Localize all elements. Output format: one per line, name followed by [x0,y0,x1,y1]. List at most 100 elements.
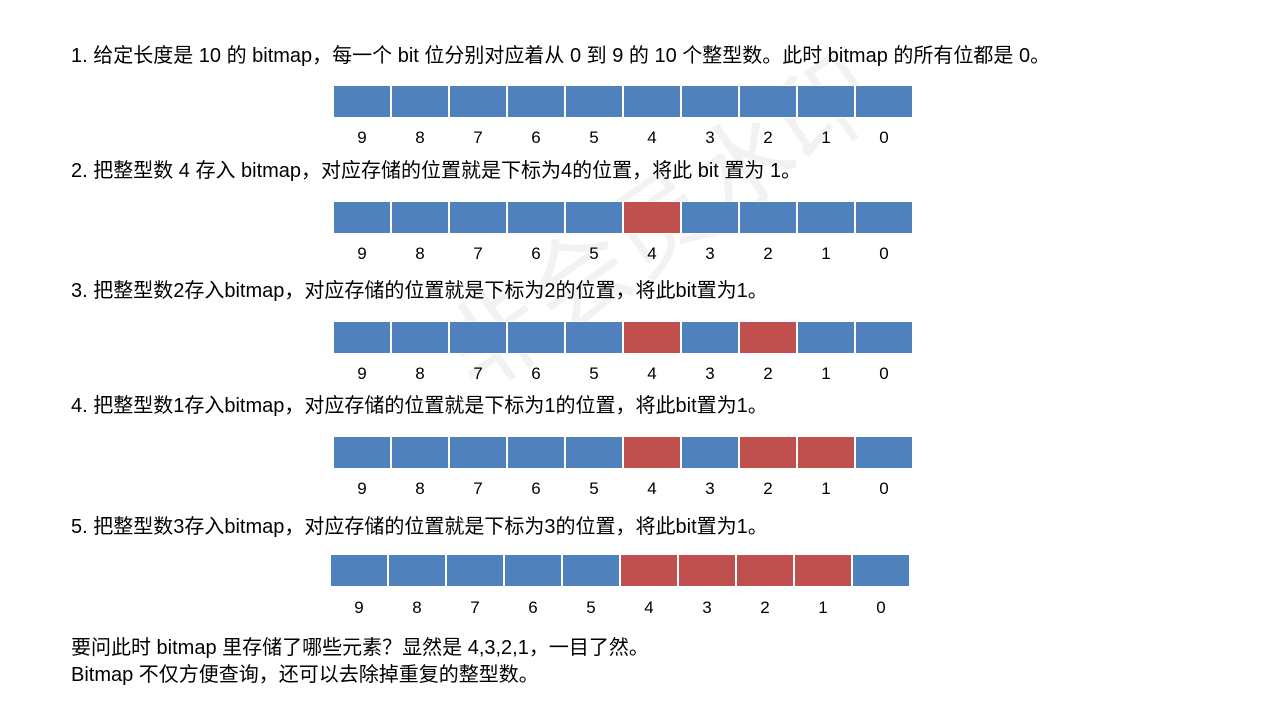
step-3-text: 3. 把整型数2存入bitmap，对应存储的位置就是下标为2的位置，将此bit置… [71,280,768,302]
bit-index-label: 2 [763,479,773,498]
bit-cell-2-set [739,436,797,469]
bit-cell-3-unset [681,85,739,118]
bit-index-label: 4 [644,598,654,617]
bit-index-label: 2 [763,128,773,147]
bit-index-label: 3 [705,128,715,147]
bit-cell-6-unset [504,554,562,587]
bit-index-label: 1 [821,128,831,147]
bit-index-label: 8 [415,128,425,147]
bit-cell-9-unset [333,201,391,234]
bit-index-label: 6 [531,364,541,383]
step-2-bitmap [333,201,913,234]
bit-cell-8-unset [391,201,449,234]
step-1-bitmap [333,85,913,118]
bit-cell-2-unset [739,85,797,118]
bit-index-label: 5 [589,244,599,263]
bit-cell-5-unset [565,85,623,118]
bit-index-label: 5 [589,364,599,383]
bit-index-label: 2 [760,598,770,617]
bit-cell-0-unset [852,554,910,587]
bit-cell-6-unset [507,436,565,469]
bit-index-label: 6 [531,479,541,498]
bit-cell-3-set [678,554,736,587]
bit-index-label: 0 [879,479,889,498]
bit-cell-3-unset [681,436,739,469]
bit-cell-6-unset [507,201,565,234]
bit-index-label: 8 [412,598,422,617]
bit-cell-1-set [794,554,852,587]
bit-index-label: 6 [531,128,541,147]
bit-cell-4-set [623,201,681,234]
bit-cell-7-unset [449,85,507,118]
bit-index-label: 9 [357,364,367,383]
bit-cell-5-unset [562,554,620,587]
bit-cell-3-unset [681,201,739,234]
bit-index-label: 0 [876,598,886,617]
bit-cell-8-unset [388,554,446,587]
bit-index-label: 7 [473,128,483,147]
bit-index-label: 1 [821,364,831,383]
step-5-text: 5. 把整型数3存入bitmap，对应存储的位置就是下标为3的位置，将此bit置… [71,516,768,538]
bit-index-label: 0 [879,364,889,383]
bit-cell-0-unset [855,85,913,118]
bit-index-label: 0 [879,244,889,263]
bit-index-label: 3 [702,598,712,617]
bit-index-label: 1 [821,479,831,498]
bit-cell-5-unset [565,201,623,234]
bit-index-label: 8 [415,364,425,383]
bit-index-label: 5 [586,598,596,617]
step-4-text: 4. 把整型数1存入bitmap，对应存储的位置就是下标为1的位置，将此bit置… [71,395,768,417]
bit-index-label: 3 [705,244,715,263]
bit-index-label: 7 [473,479,483,498]
bit-cell-2-set [736,554,794,587]
step-5-bitmap [330,554,910,587]
bit-index-label: 7 [473,244,483,263]
bit-cell-7-unset [449,321,507,354]
step-1-index-labels: 9 8 7 6 5 4 3 2 1 0 [333,128,913,148]
step-3-bitmap [333,321,913,354]
bit-cell-6-unset [507,321,565,354]
bit-index-label: 9 [354,598,364,617]
bit-cell-4-set [620,554,678,587]
bit-index-label: 7 [473,364,483,383]
bit-index-label: 8 [415,479,425,498]
bit-index-label: 2 [763,364,773,383]
bit-index-label: 5 [589,479,599,498]
bit-index-label: 6 [531,244,541,263]
bit-cell-9-unset [333,436,391,469]
bit-cell-1-unset [797,85,855,118]
bit-cell-9-unset [333,85,391,118]
step-4-index-labels: 9 8 7 6 5 4 3 2 1 0 [333,479,913,499]
step-4-bitmap [333,436,913,469]
step-2-index-labels: 9 8 7 6 5 4 3 2 1 0 [333,244,913,264]
bit-cell-3-unset [681,321,739,354]
bit-cell-0-unset [855,436,913,469]
bit-index-label: 6 [528,598,538,617]
step-3-index-labels: 9 8 7 6 5 4 3 2 1 0 [333,364,913,384]
bit-cell-1-set [797,436,855,469]
bit-cell-5-unset [565,436,623,469]
bit-cell-8-unset [391,85,449,118]
bit-index-label: 4 [647,244,657,263]
bit-cell-6-unset [507,85,565,118]
bit-cell-5-unset [565,321,623,354]
bit-index-label: 0 [879,128,889,147]
bit-cell-7-unset [449,201,507,234]
bit-index-label: 3 [705,364,715,383]
bit-cell-8-unset [391,436,449,469]
bit-cell-8-unset [391,321,449,354]
bit-index-label: 9 [357,244,367,263]
bit-cell-1-unset [797,321,855,354]
bit-index-label: 4 [647,128,657,147]
bit-index-label: 9 [357,479,367,498]
bit-index-label: 4 [647,479,657,498]
bit-index-label: 8 [415,244,425,263]
bit-cell-4-set [623,436,681,469]
bit-cell-2-set [739,321,797,354]
bit-cell-9-unset [330,554,388,587]
step-5-index-labels: 9 8 7 6 5 4 3 2 1 0 [330,598,910,618]
bit-cell-9-unset [333,321,391,354]
bit-cell-4-unset [623,85,681,118]
bit-index-label: 5 [589,128,599,147]
step-1-text: 1. 给定长度是 10 的 bitmap，每一个 bit 位分别对应着从 0 到… [71,45,1051,67]
